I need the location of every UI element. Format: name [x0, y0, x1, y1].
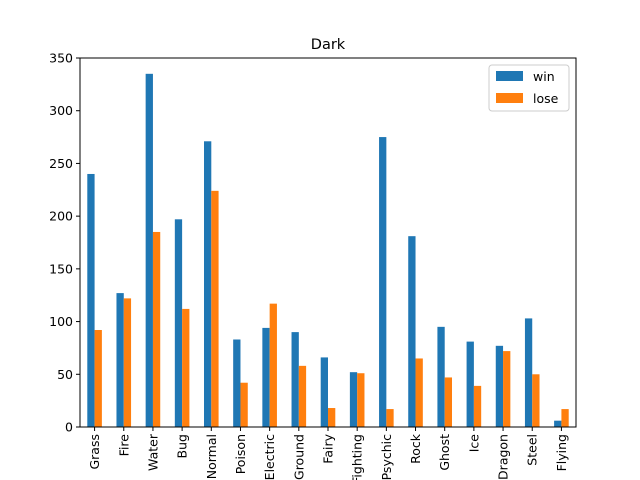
bar-win-poison [233, 339, 241, 427]
y-tick-label: 300 [49, 103, 73, 118]
x-tick-label: Ghost [437, 434, 452, 471]
legend-label-win: win [533, 69, 555, 84]
bar-win-ghost [437, 326, 445, 427]
x-axis: Grass Fire Water Bug Normal Poison Electric Gro… [87, 427, 569, 480]
x-tick-label: Poison [233, 434, 248, 474]
x-tick-label: Water [145, 433, 160, 471]
bar-lose-ice [473, 385, 482, 427]
bar-lose-dragon [503, 351, 511, 427]
bar-win-ground [291, 332, 299, 427]
bar-win-rock [408, 236, 416, 427]
legend-label-lose: lose [533, 91, 559, 106]
legend: win lose [488, 64, 570, 112]
x-tick-label-group: Fighting [350, 434, 365, 480]
x-tick-label: Rock [408, 433, 423, 464]
bar-lose-rock [415, 358, 423, 427]
bar-lose-steel [532, 374, 540, 427]
bar-lose-grass [94, 330, 102, 427]
x-tick-label: Steel [525, 434, 540, 466]
x-tick-label: Grass [87, 434, 102, 470]
bar-lose-flying [561, 409, 569, 427]
legend-swatch-lose [496, 93, 523, 103]
bar-win-flying [554, 420, 562, 427]
x-tick-label: Bug [175, 434, 190, 458]
y-tick-label: 250 [49, 156, 73, 171]
legend-swatch-win [496, 71, 523, 81]
bar-win-bug [174, 219, 183, 427]
x-tick-label-group: Steel [525, 434, 540, 466]
bar-lose-fighting [357, 373, 365, 427]
bar-lose-fire [123, 298, 132, 427]
y-tick-label: 50 [57, 367, 73, 382]
x-tick-label: Electric [262, 434, 277, 480]
y-tick-label: 200 [49, 209, 73, 224]
x-tick-label-group: Ground [291, 434, 306, 480]
bar-lose-fairy [328, 408, 336, 427]
x-tick-label: Dragon [496, 434, 511, 480]
x-tick-label: Fairy [321, 433, 336, 463]
x-tick-label-group: Fairy [321, 433, 336, 463]
bar-win-psychic [379, 137, 387, 428]
x-tick-label-group: Psychic [379, 434, 394, 480]
bar-win-grass [87, 173, 95, 427]
y-tick-label: 350 [49, 51, 73, 66]
x-tick-label-group: Grass [87, 434, 102, 470]
x-tick-label-group: Fire [116, 434, 131, 457]
bar-win-water [145, 73, 153, 428]
bar-lose-ghost [444, 377, 452, 427]
bar-lose-poison [240, 382, 248, 427]
bar-win-dragon [495, 345, 504, 427]
x-tick-label: Fighting [350, 434, 365, 480]
bar-lose-water [152, 231, 161, 427]
x-tick-label-group: Flying [554, 434, 569, 471]
y-tick-label: 150 [49, 261, 73, 276]
bar-win-steel [524, 318, 533, 427]
x-tick-label-group: Normal [204, 434, 219, 479]
x-tick-label: Psychic [379, 434, 394, 480]
x-tick-label: Normal [204, 434, 219, 479]
bar-lose-psychic [386, 409, 394, 427]
bar-lose-electric [269, 303, 277, 427]
chart-title: Dark [311, 37, 346, 53]
bar-win-fighting [349, 372, 358, 427]
bar-win-fire [116, 293, 124, 427]
y-axis: 0 50 100 150 200 250 300 350 [49, 51, 80, 435]
x-tick-label-group: Rock [408, 433, 423, 464]
plot-frame [79, 57, 577, 428]
x-tick-label-group: Ice [466, 434, 481, 453]
x-tick-label-group: Bug [175, 434, 190, 458]
bar-lose-ground [298, 365, 307, 427]
x-tick-label: Flying [554, 434, 569, 471]
bar-win-normal [204, 141, 212, 427]
y-tick-label: 0 [65, 420, 73, 435]
x-tick-label: Ground [291, 434, 306, 480]
bar-win-fairy [320, 357, 328, 427]
bar-lose-normal [211, 190, 219, 427]
x-tick-label-group: Ghost [437, 434, 452, 471]
bar-win-ice [466, 341, 474, 427]
x-tick-label-group: Poison [233, 434, 248, 474]
bar-win-electric [262, 327, 270, 427]
x-tick-label: Ice [466, 434, 481, 453]
y-tick-label: 100 [49, 314, 73, 329]
x-tick-label-group: Dragon [496, 434, 511, 480]
bars-layer [87, 73, 569, 428]
x-tick-label-group: Water [145, 433, 160, 471]
x-tick-label-group: Electric [262, 434, 277, 480]
bar-lose-bug [182, 308, 190, 427]
x-tick-label: Fire [116, 434, 131, 457]
